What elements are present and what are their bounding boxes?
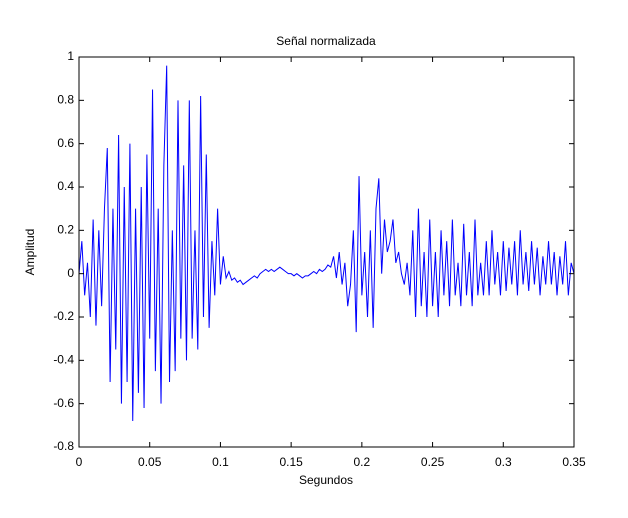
x-tick-label: 0.3 bbox=[495, 455, 512, 469]
y-tick-label: -0.4 bbox=[53, 353, 74, 367]
signal-line bbox=[78, 65, 575, 422]
x-tick-label: 0.25 bbox=[421, 455, 445, 469]
x-tick-label: 0.15 bbox=[279, 455, 303, 469]
y-tick-label: -0.6 bbox=[53, 396, 74, 410]
x-axis-label: Segundos bbox=[299, 473, 353, 487]
x-tick-label: 0 bbox=[76, 455, 83, 469]
x-tick-label: 0.05 bbox=[138, 455, 162, 469]
y-tick-label: 1 bbox=[67, 49, 74, 63]
plot-frame bbox=[78, 56, 575, 448]
y-tick-label: 0.6 bbox=[57, 136, 74, 150]
y-tick-label: -0.8 bbox=[53, 439, 74, 453]
y-tick-label: 0 bbox=[67, 266, 74, 280]
x-tick-label: 0.35 bbox=[562, 455, 586, 469]
y-tick-label: 0.2 bbox=[57, 223, 74, 237]
chart-title: Señal normalizada bbox=[276, 34, 376, 48]
y-tick-label: 0.4 bbox=[57, 179, 74, 193]
y-axis-label: Amplitud bbox=[23, 229, 37, 276]
y-tick-label: -0.2 bbox=[53, 309, 74, 323]
x-tick-label: 0.1 bbox=[212, 455, 229, 469]
y-tick-label: 0.8 bbox=[57, 93, 74, 107]
x-tick-label: 0.2 bbox=[354, 455, 371, 469]
